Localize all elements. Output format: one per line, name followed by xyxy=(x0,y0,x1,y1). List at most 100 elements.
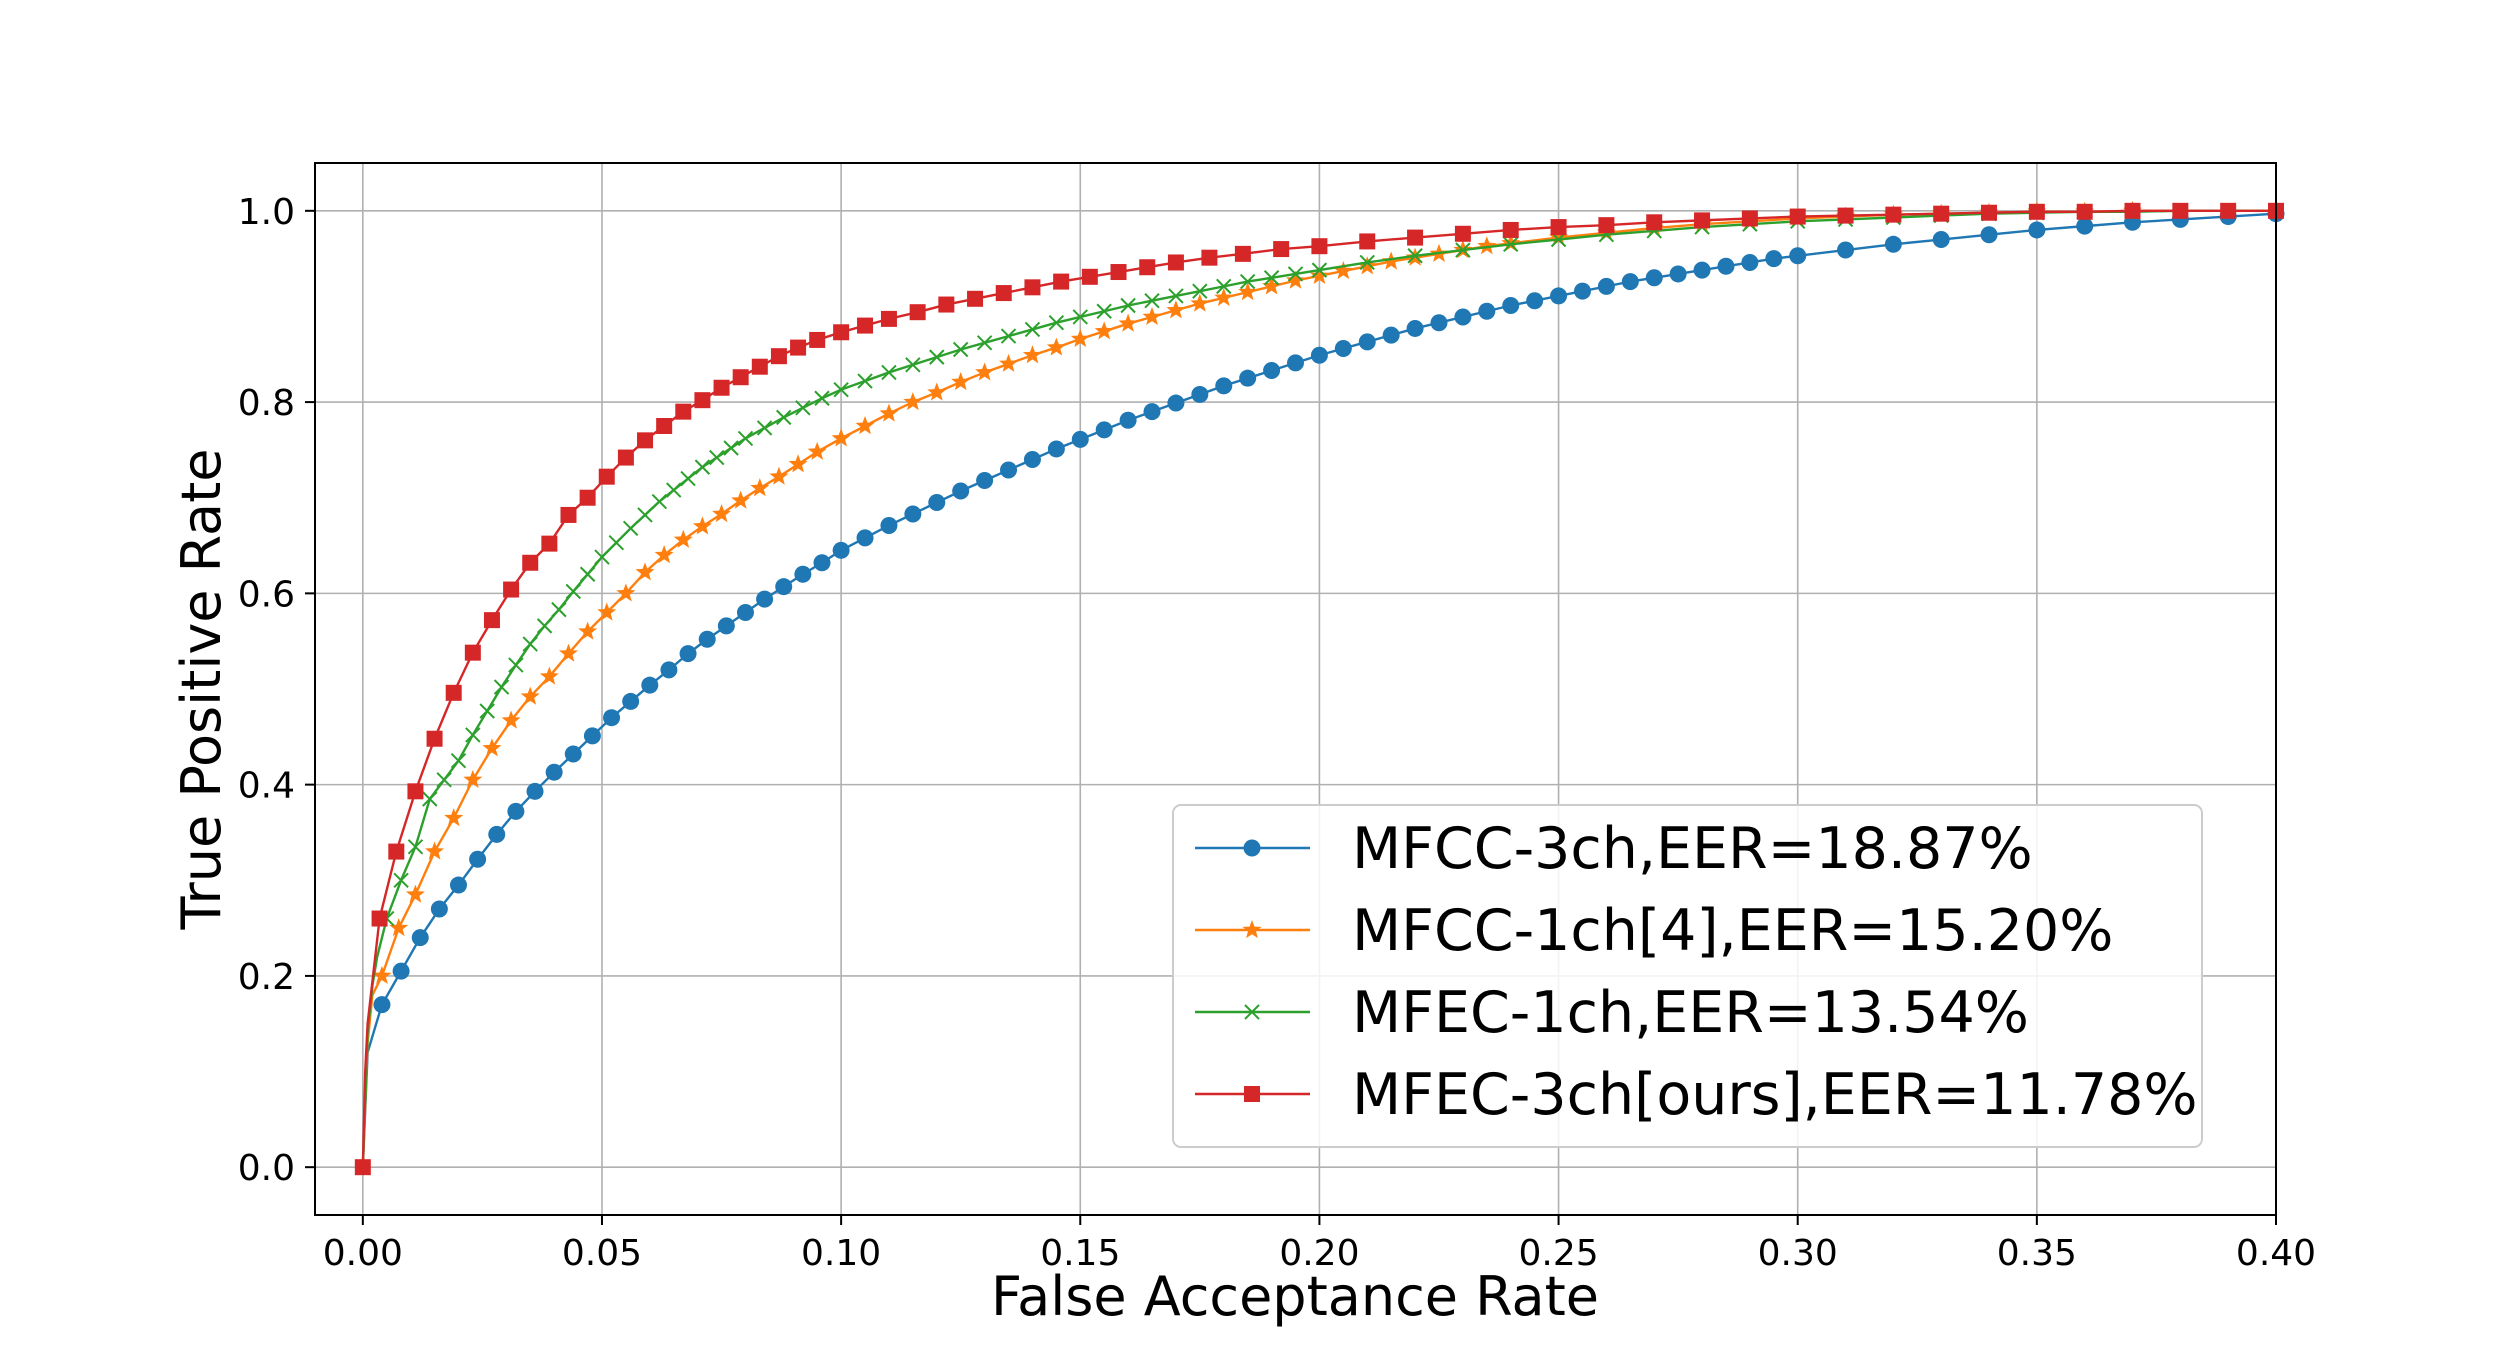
data-point xyxy=(1382,326,1400,344)
data-point xyxy=(1273,241,1290,258)
data-point xyxy=(976,472,994,490)
legend-entry: MFEC-1ch,EER=13.54% xyxy=(1195,980,2029,1046)
legend-entry: MFCC-3ch,EER=18.87% xyxy=(1195,816,2033,882)
data-point xyxy=(392,962,410,980)
data-point xyxy=(879,403,899,422)
x-tick-label: 0.25 xyxy=(1518,1233,1598,1274)
data-point xyxy=(723,440,739,456)
data-point xyxy=(831,428,851,447)
x-tick-label: 0.15 xyxy=(1040,1233,1120,1274)
data-point xyxy=(651,493,668,510)
data-point xyxy=(425,841,445,860)
data-point xyxy=(1597,277,1615,295)
data-point xyxy=(905,357,921,373)
data-point xyxy=(1932,231,1950,249)
data-point xyxy=(694,459,711,475)
data-point xyxy=(903,392,923,411)
data-point xyxy=(507,802,525,820)
data-point xyxy=(857,373,873,389)
data-point xyxy=(709,449,725,466)
data-point xyxy=(855,416,875,435)
legend-marker xyxy=(1243,839,1261,857)
data-point xyxy=(1741,253,1759,271)
data-point xyxy=(1214,287,1234,306)
data-point xyxy=(464,644,481,661)
data-point xyxy=(938,296,955,313)
data-point xyxy=(422,791,438,807)
data-point xyxy=(1287,354,1304,372)
data-point xyxy=(1310,346,1328,364)
x-tick-label: 0.40 xyxy=(2236,1233,2316,1274)
data-point xyxy=(1047,440,1065,458)
data-point xyxy=(1406,319,1424,337)
data-point xyxy=(1023,450,1041,468)
data-point xyxy=(1239,369,1257,387)
data-point xyxy=(769,466,789,485)
data-point xyxy=(2220,202,2237,219)
data-point xyxy=(637,432,654,449)
data-point xyxy=(713,379,730,396)
data-point xyxy=(1359,254,1375,271)
data-point xyxy=(694,392,711,409)
data-point xyxy=(1119,411,1137,429)
y-tick-label: 0.4 xyxy=(238,766,295,807)
data-point xyxy=(927,382,947,401)
data-point xyxy=(794,565,812,583)
data-point xyxy=(541,535,558,552)
data-point xyxy=(2076,217,2094,235)
data-point xyxy=(1717,257,1735,275)
data-point xyxy=(856,529,874,547)
legend-entry: MFCC-1ch[4],EER=15.20% xyxy=(1195,898,2113,964)
data-point xyxy=(565,583,581,600)
data-point xyxy=(1143,403,1161,421)
data-point xyxy=(1333,261,1353,280)
data-point xyxy=(578,621,598,640)
data-point xyxy=(407,839,424,855)
data-point xyxy=(1120,297,1136,314)
data-point xyxy=(583,727,601,745)
data-point xyxy=(1837,241,1855,259)
data-point xyxy=(1646,214,1663,231)
data-point xyxy=(560,506,577,523)
data-point xyxy=(1287,266,1304,282)
legend: MFCC-3ch,EER=18.87% MFCC-1ch[4],EER=15.20… xyxy=(1172,804,2203,1148)
data-point xyxy=(1024,279,1041,296)
data-point xyxy=(1933,205,1950,222)
data-point xyxy=(1454,308,1472,326)
legend-label: MFEC-1ch,EER=13.54% xyxy=(1352,980,2029,1046)
data-point xyxy=(1357,256,1377,275)
data-point xyxy=(463,769,483,788)
data-point xyxy=(1139,259,1156,276)
data-point xyxy=(1118,313,1138,332)
data-point xyxy=(1837,207,1854,224)
series-group xyxy=(354,200,2285,1176)
data-point xyxy=(445,684,462,701)
data-point xyxy=(832,541,850,559)
data-point xyxy=(1765,250,1783,268)
data-point xyxy=(1407,248,1423,264)
data-point xyxy=(1192,283,1208,299)
data-point xyxy=(637,507,653,523)
data-point xyxy=(449,876,467,894)
data-point xyxy=(1789,247,1807,265)
data-point xyxy=(1048,315,1065,331)
data-point xyxy=(522,636,538,652)
data-point xyxy=(736,603,754,621)
data-point xyxy=(539,666,559,685)
data-point xyxy=(482,738,502,757)
data-point xyxy=(411,929,429,947)
data-point xyxy=(999,353,1019,372)
legend-entry: MFEC-3ch[ours],EER=11.78% xyxy=(1195,1062,2198,1128)
data-point xyxy=(1191,385,1209,403)
data-point xyxy=(1262,276,1282,295)
data-point xyxy=(1407,229,1424,246)
x-tick-label: 0.00 xyxy=(323,1233,403,1274)
data-point xyxy=(1501,233,1521,252)
plot-frame xyxy=(314,162,2277,1216)
data-point xyxy=(1095,421,1113,439)
data-point xyxy=(731,490,751,509)
data-point xyxy=(426,730,443,747)
data-point xyxy=(788,454,808,473)
data-point xyxy=(1598,217,1615,234)
